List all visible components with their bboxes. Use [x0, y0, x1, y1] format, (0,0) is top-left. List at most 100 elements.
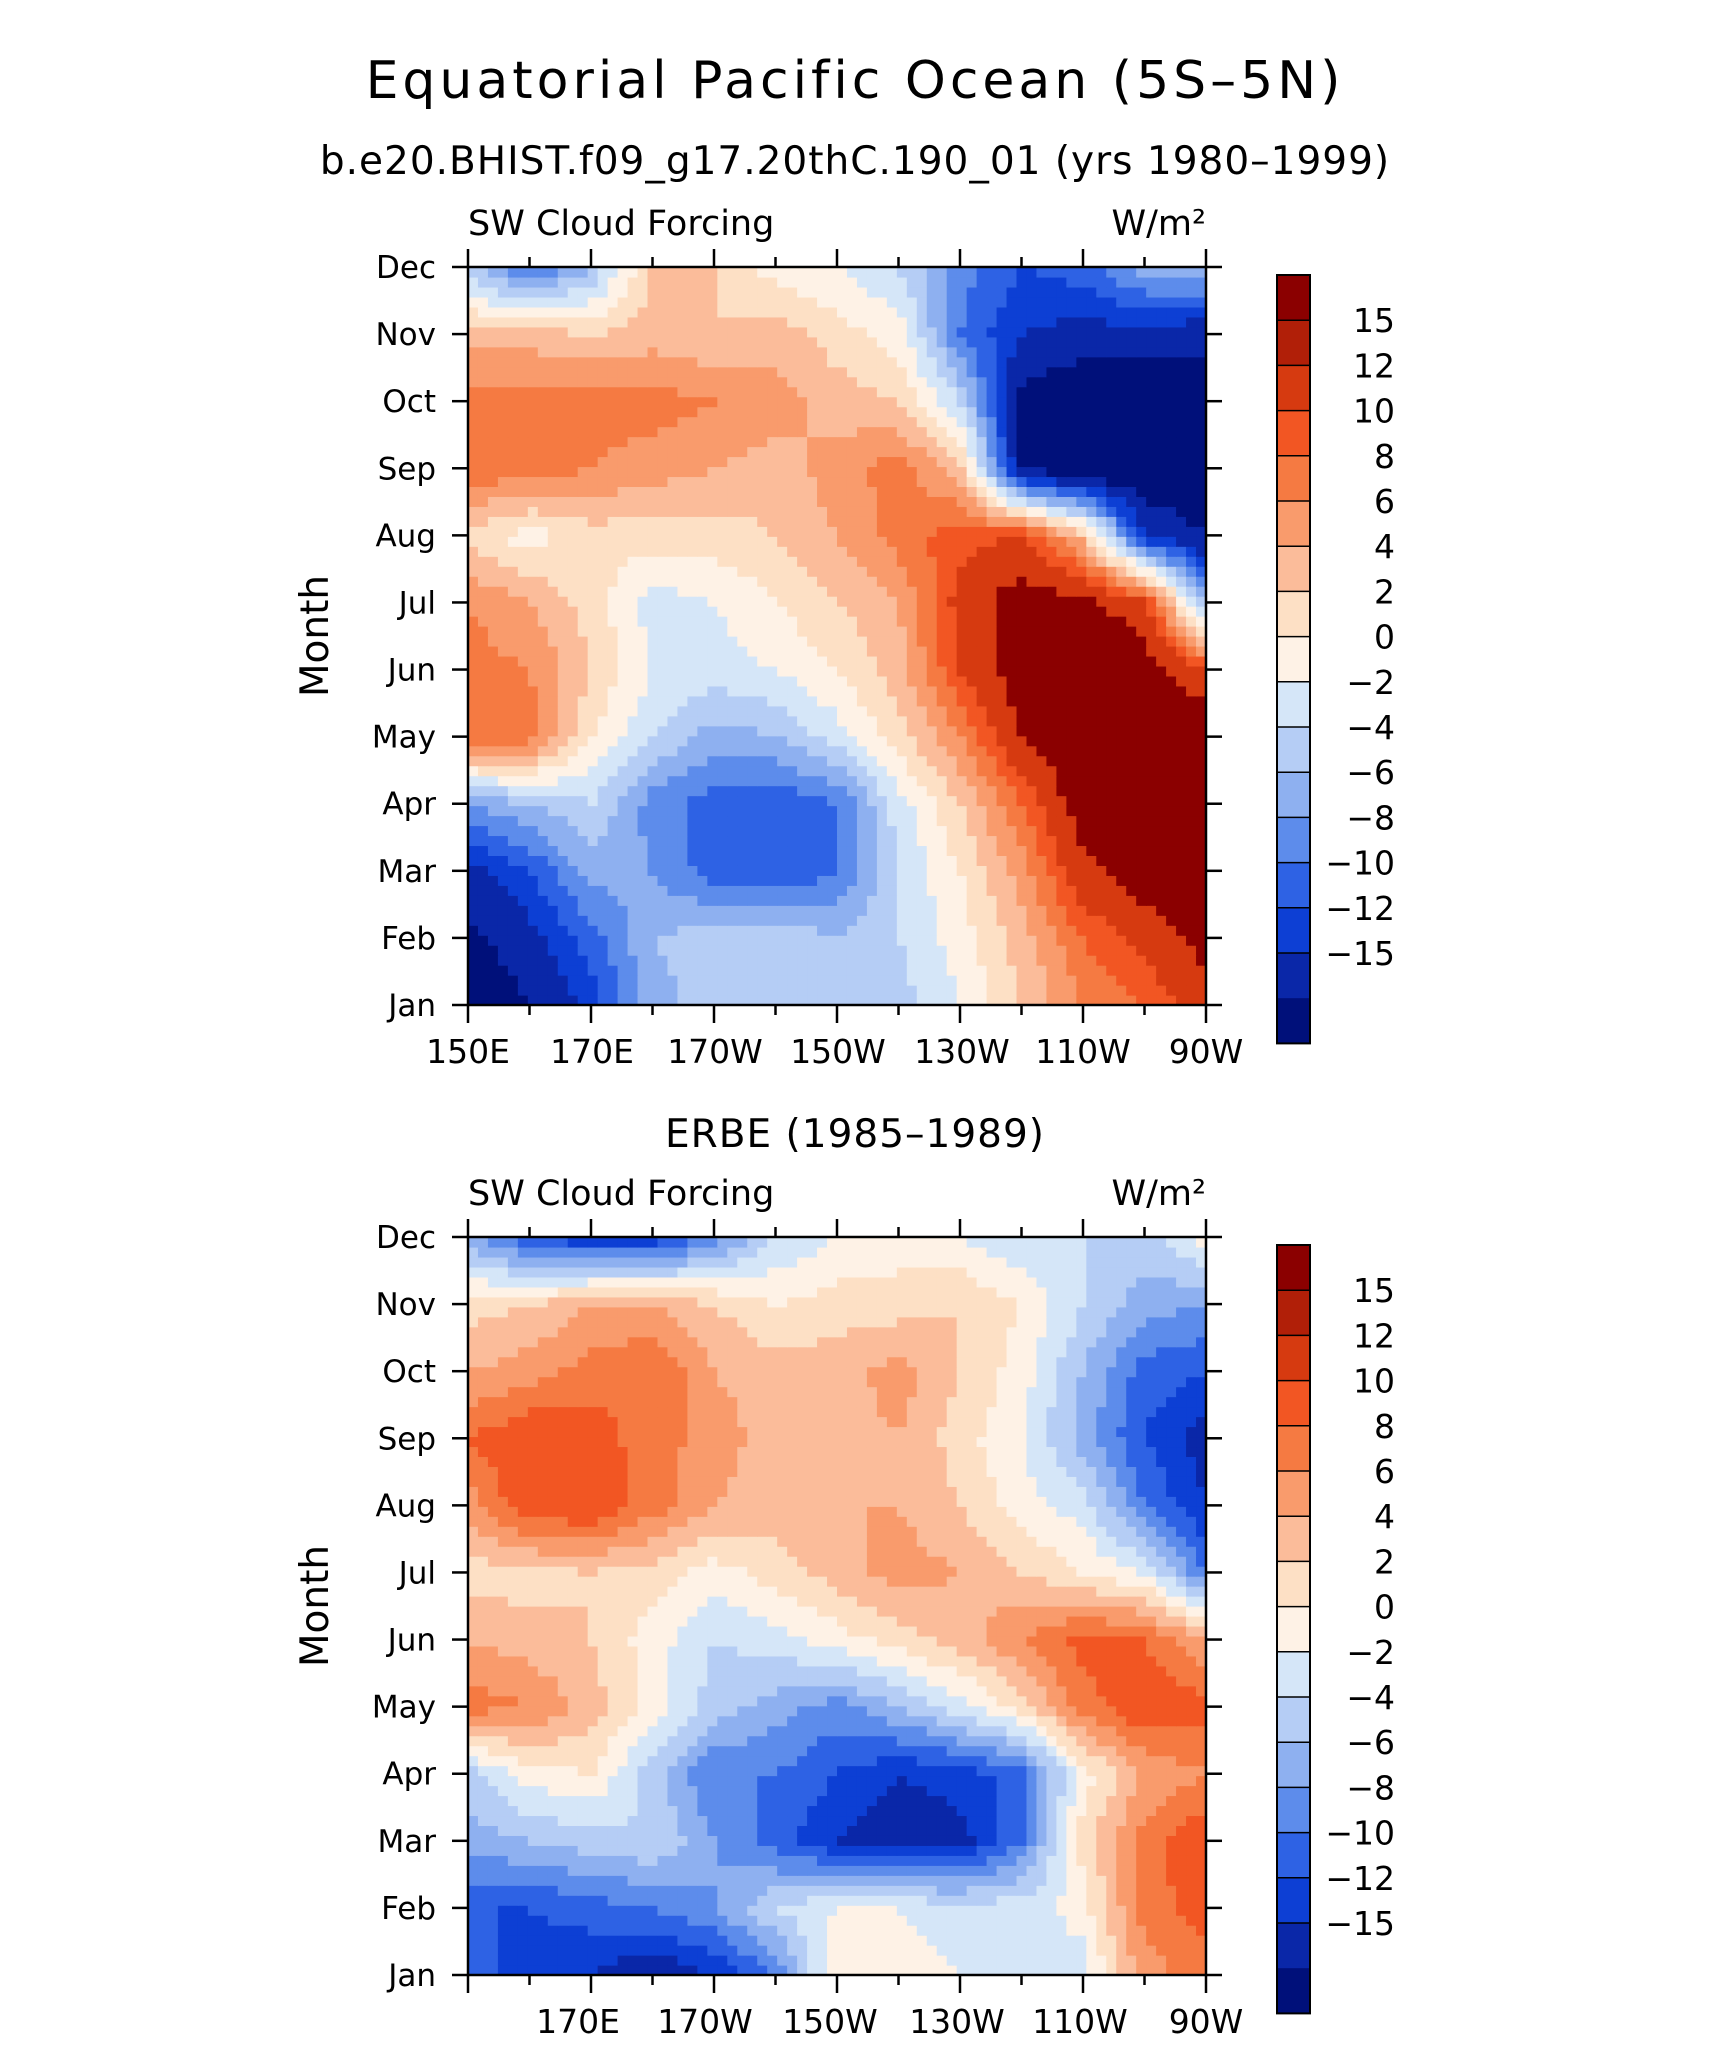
heatmap-cell: [497, 905, 509, 916]
heatmap-cell: [1146, 855, 1157, 866]
heatmap-cell: [527, 965, 539, 976]
heatmap-cell: [1136, 546, 1147, 557]
heatmap-cell: [757, 655, 768, 667]
heatmap-cell: [1056, 386, 1067, 398]
heatmap-cell: [827, 945, 838, 956]
heatmap-cell: [627, 755, 639, 767]
heatmap-cell: [1036, 356, 1048, 368]
heatmap-cell: [1156, 975, 1167, 986]
heatmap-cell: [1136, 655, 1147, 667]
heatmap-cell: [817, 496, 828, 507]
heatmap-cell: [827, 645, 838, 657]
heatmap-cell: [1006, 745, 1018, 757]
heatmap-cell: [807, 546, 818, 557]
heatmap-cell: [807, 466, 818, 478]
heatmap-cell: [807, 346, 818, 358]
heatmap-cell: [727, 526, 738, 537]
heatmap-cell: [1006, 725, 1018, 737]
heatmap-cell: [1016, 416, 1028, 428]
heatmap-cell: [547, 905, 559, 916]
heatmap-cell: [956, 885, 968, 896]
heatmap-cell: [1156, 815, 1167, 827]
heatmap-cell: [896, 785, 908, 797]
heatmap-cell: [1156, 396, 1167, 408]
heatmap-cell: [996, 396, 1008, 408]
heatmap-cell: [1056, 935, 1067, 946]
heatmap-cell: [657, 476, 669, 487]
heatmap-cell: [507, 695, 519, 707]
heatmap-cell: [946, 885, 958, 896]
heatmap-cell: [797, 506, 808, 517]
heatmap-cell: [1166, 675, 1177, 687]
heatmap-cell: [757, 735, 768, 747]
heatmap-cell: [717, 835, 728, 847]
heatmap-cell: [567, 526, 579, 537]
heatmap-cell: [856, 885, 868, 896]
heatmap-cell: [617, 326, 629, 338]
heatmap-cell: [627, 975, 639, 986]
heatmap-cell: [727, 785, 738, 797]
heatmap-cell: [846, 715, 858, 727]
heatmap-cell: [1116, 785, 1127, 797]
heatmap-cell: [807, 606, 818, 617]
heatmap-cell: [1166, 376, 1177, 388]
heatmap-cell: [1026, 695, 1038, 707]
heatmap-cell: [667, 855, 679, 866]
heatmap-cell: [577, 965, 589, 976]
heatmap-cell: [1056, 506, 1067, 517]
heatmap-cell: [797, 426, 808, 438]
heatmap-cell: [617, 745, 629, 757]
heatmap-cell: [996, 815, 1008, 827]
heatmap-cell: [567, 336, 579, 348]
heatmap-cell: [657, 905, 669, 916]
heatmap-cell: [1006, 396, 1018, 408]
heatmap-cell: [477, 765, 489, 777]
heatmap-cell: [627, 346, 639, 358]
heatmap-cell: [567, 655, 579, 667]
heatmap-cell: [956, 655, 968, 667]
heatmap-cell: [1156, 915, 1167, 926]
heatmap-cell: [567, 785, 579, 797]
heatmap-cell: [707, 705, 718, 717]
heatmap-cell: [1186, 336, 1197, 348]
heatmap-cell: [1046, 346, 1057, 358]
heatmap-cell: [697, 346, 708, 358]
heatmap-cell: [477, 326, 489, 338]
heatmap-cell: [577, 476, 589, 487]
heatmap-cell: [627, 815, 639, 827]
heatmap-cell: [996, 945, 1008, 956]
heatmap-cell: [527, 346, 539, 358]
heatmap-cell: [647, 945, 659, 956]
heatmap-cell: [527, 526, 539, 537]
heatmap-cell: [617, 795, 629, 807]
heatmap-cell: [607, 945, 619, 956]
heatmap-cell: [1186, 725, 1197, 737]
heatmap-cell: [1186, 945, 1197, 956]
heatmap-cell: [1166, 636, 1177, 647]
heatmap-cell: [916, 805, 928, 817]
heatmap-cell: [1086, 586, 1097, 597]
heatmap-cell: [996, 825, 1008, 837]
heatmap-cell: [507, 925, 519, 936]
heatmap-cell: [1176, 895, 1187, 906]
heatmap-cell: [866, 765, 878, 777]
heatmap-cell: [1016, 426, 1028, 438]
heatmap-cell: [767, 735, 778, 747]
heatmap-cell: [527, 835, 539, 847]
heatmap-cell: [996, 416, 1008, 428]
heatmap-cell: [647, 685, 659, 697]
heatmap-cell: [727, 326, 738, 338]
heatmap-cell: [527, 795, 539, 807]
heatmap-cell: [637, 905, 649, 916]
heatmap-cell: [946, 426, 958, 438]
heatmap-cell: [916, 446, 928, 458]
heatmap-cell: [1186, 875, 1197, 886]
heatmap-cell: [657, 606, 669, 617]
heatmap-cell: [687, 476, 698, 487]
heatmap-cell: [946, 486, 958, 497]
heatmap-cell: [597, 376, 609, 388]
heatmap-cell: [846, 795, 858, 807]
heatmap-cell: [856, 556, 868, 567]
heatmap-cell: [757, 636, 768, 647]
heatmap-cell: [777, 935, 788, 946]
